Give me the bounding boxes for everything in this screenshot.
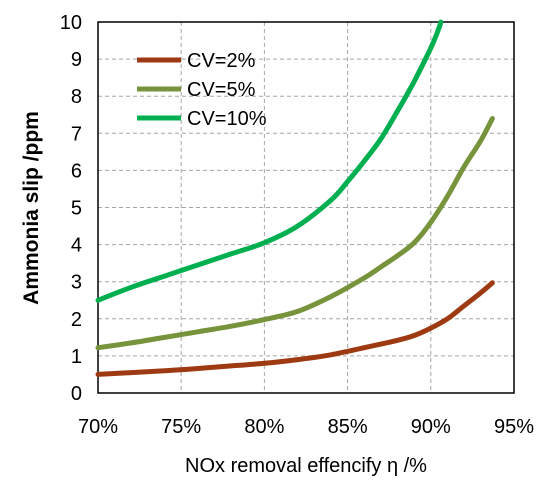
y-axis-title: Ammonia slip /ppm: [20, 111, 43, 305]
x-axis-tick-labels: 70% 75% 80% 85% 90% 95%: [78, 416, 534, 438]
y-tick-label: 6: [71, 160, 82, 182]
x-tick-label: 80%: [244, 416, 284, 438]
x-tick-label: 90%: [411, 416, 451, 438]
plot-area-frame: [97, 21, 515, 394]
series-line-3: [95, 19, 444, 303]
y-tick-label: 0: [71, 383, 82, 405]
x-tick-label: 85%: [328, 416, 368, 438]
legend: CV=2% CV=5% CV=10%: [137, 50, 267, 130]
series-lines: [95, 19, 495, 377]
series-line-1: [95, 280, 495, 377]
y-axis-tick-labels: 0 1 2 3 4 5 6 7 8 9 10: [60, 12, 82, 405]
y-tick-label: 4: [71, 235, 82, 257]
x-tick-label: 70%: [78, 416, 118, 438]
series-line-2: [95, 116, 495, 351]
legend-label: CV=5%: [187, 79, 256, 101]
y-tick-label: 3: [71, 272, 82, 294]
y-tick-label: 7: [71, 123, 82, 145]
y-tick-label: 9: [71, 49, 82, 71]
y-tick-label: 8: [71, 86, 82, 108]
y-tick-label: 10: [60, 12, 82, 34]
x-tick-label: 95%: [494, 416, 534, 438]
y-tick-label: 2: [71, 309, 82, 331]
x-axis-title: NOx removal effencify η /%: [185, 455, 427, 477]
legend-label: CV=10%: [187, 108, 267, 130]
x-tick-label: 75%: [161, 416, 201, 438]
legend-label: CV=2%: [187, 50, 256, 72]
y-tick-label: 1: [71, 346, 82, 368]
y-tick-label: 5: [71, 198, 82, 220]
